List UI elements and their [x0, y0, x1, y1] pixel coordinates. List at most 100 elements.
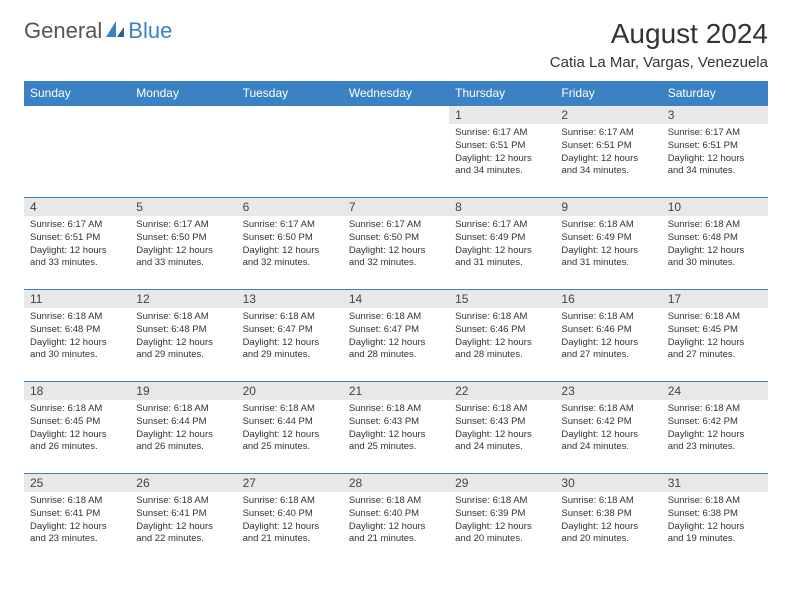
- day-info: Sunrise: 6:18 AMSunset: 6:48 PMDaylight:…: [24, 308, 130, 366]
- day-number: 22: [449, 382, 555, 400]
- calendar-week-row: 11Sunrise: 6:18 AMSunset: 6:48 PMDayligh…: [24, 290, 768, 382]
- day-info: Sunrise: 6:18 AMSunset: 6:42 PMDaylight:…: [662, 400, 768, 458]
- day-info: Sunrise: 6:18 AMSunset: 6:46 PMDaylight:…: [449, 308, 555, 366]
- day-info: Sunrise: 6:18 AMSunset: 6:41 PMDaylight:…: [24, 492, 130, 550]
- calendar-day-cell: 15Sunrise: 6:18 AMSunset: 6:46 PMDayligh…: [449, 290, 555, 382]
- day-number: 18: [24, 382, 130, 400]
- calendar-day-cell: 23Sunrise: 6:18 AMSunset: 6:42 PMDayligh…: [555, 382, 661, 474]
- day-info: Sunrise: 6:18 AMSunset: 6:40 PMDaylight:…: [343, 492, 449, 550]
- day-info: Sunrise: 6:18 AMSunset: 6:49 PMDaylight:…: [555, 216, 661, 274]
- day-number: 4: [24, 198, 130, 216]
- calendar-day-cell: 4Sunrise: 6:17 AMSunset: 6:51 PMDaylight…: [24, 198, 130, 290]
- calendar-day-cell: 7Sunrise: 6:17 AMSunset: 6:50 PMDaylight…: [343, 198, 449, 290]
- logo: General Blue: [24, 18, 172, 44]
- day-number: 16: [555, 290, 661, 308]
- logo-text-general: General: [24, 18, 102, 44]
- day-number: 31: [662, 474, 768, 492]
- calendar-week-row: 25Sunrise: 6:18 AMSunset: 6:41 PMDayligh…: [24, 474, 768, 566]
- day-number: 12: [130, 290, 236, 308]
- day-info: Sunrise: 6:17 AMSunset: 6:51 PMDaylight:…: [449, 124, 555, 182]
- day-number: 17: [662, 290, 768, 308]
- logo-text-blue: Blue: [128, 18, 172, 44]
- calendar-empty-cell: [130, 106, 236, 198]
- calendar-day-cell: 30Sunrise: 6:18 AMSunset: 6:38 PMDayligh…: [555, 474, 661, 566]
- day-info: Sunrise: 6:17 AMSunset: 6:50 PMDaylight:…: [343, 216, 449, 274]
- calendar-week-row: 18Sunrise: 6:18 AMSunset: 6:45 PMDayligh…: [24, 382, 768, 474]
- calendar-empty-cell: [24, 106, 130, 198]
- title-block: August 2024 Catia La Mar, Vargas, Venezu…: [550, 18, 768, 71]
- calendar-day-cell: 22Sunrise: 6:18 AMSunset: 6:43 PMDayligh…: [449, 382, 555, 474]
- day-info: Sunrise: 6:18 AMSunset: 6:45 PMDaylight:…: [662, 308, 768, 366]
- day-number: 24: [662, 382, 768, 400]
- calendar-day-cell: 5Sunrise: 6:17 AMSunset: 6:50 PMDaylight…: [130, 198, 236, 290]
- day-number: 28: [343, 474, 449, 492]
- day-number: 3: [662, 106, 768, 124]
- day-number: 10: [662, 198, 768, 216]
- day-info: Sunrise: 6:17 AMSunset: 6:51 PMDaylight:…: [555, 124, 661, 182]
- calendar-empty-cell: [343, 106, 449, 198]
- day-info: Sunrise: 6:17 AMSunset: 6:50 PMDaylight:…: [130, 216, 236, 274]
- calendar-day-cell: 3Sunrise: 6:17 AMSunset: 6:51 PMDaylight…: [662, 106, 768, 198]
- day-info: Sunrise: 6:18 AMSunset: 6:39 PMDaylight:…: [449, 492, 555, 550]
- day-info: Sunrise: 6:18 AMSunset: 6:47 PMDaylight:…: [343, 308, 449, 366]
- day-number: 20: [237, 382, 343, 400]
- day-number: 5: [130, 198, 236, 216]
- day-number: 8: [449, 198, 555, 216]
- day-info: Sunrise: 6:18 AMSunset: 6:48 PMDaylight:…: [130, 308, 236, 366]
- calendar-day-cell: 11Sunrise: 6:18 AMSunset: 6:48 PMDayligh…: [24, 290, 130, 382]
- weekday-header: Wednesday: [343, 81, 449, 106]
- calendar-day-cell: 21Sunrise: 6:18 AMSunset: 6:43 PMDayligh…: [343, 382, 449, 474]
- calendar-header-row: SundayMondayTuesdayWednesdayThursdayFrid…: [24, 81, 768, 106]
- calendar-empty-cell: [237, 106, 343, 198]
- day-info: Sunrise: 6:18 AMSunset: 6:41 PMDaylight:…: [130, 492, 236, 550]
- day-number: 15: [449, 290, 555, 308]
- weekday-header: Monday: [130, 81, 236, 106]
- sail-icon: [104, 19, 126, 44]
- day-info: Sunrise: 6:17 AMSunset: 6:51 PMDaylight:…: [662, 124, 768, 182]
- day-number: 14: [343, 290, 449, 308]
- day-info: Sunrise: 6:18 AMSunset: 6:42 PMDaylight:…: [555, 400, 661, 458]
- day-number: 27: [237, 474, 343, 492]
- calendar-day-cell: 27Sunrise: 6:18 AMSunset: 6:40 PMDayligh…: [237, 474, 343, 566]
- day-number: 21: [343, 382, 449, 400]
- day-number: 7: [343, 198, 449, 216]
- day-info: Sunrise: 6:18 AMSunset: 6:47 PMDaylight:…: [237, 308, 343, 366]
- calendar-week-row: 1Sunrise: 6:17 AMSunset: 6:51 PMDaylight…: [24, 106, 768, 198]
- day-number: 11: [24, 290, 130, 308]
- day-info: Sunrise: 6:17 AMSunset: 6:50 PMDaylight:…: [237, 216, 343, 274]
- calendar-week-row: 4Sunrise: 6:17 AMSunset: 6:51 PMDaylight…: [24, 198, 768, 290]
- day-number: 9: [555, 198, 661, 216]
- weekday-header: Thursday: [449, 81, 555, 106]
- calendar-day-cell: 10Sunrise: 6:18 AMSunset: 6:48 PMDayligh…: [662, 198, 768, 290]
- day-number: 25: [24, 474, 130, 492]
- calendar-day-cell: 31Sunrise: 6:18 AMSunset: 6:38 PMDayligh…: [662, 474, 768, 566]
- header: General Blue August 2024 Catia La Mar, V…: [24, 18, 768, 71]
- day-info: Sunrise: 6:18 AMSunset: 6:48 PMDaylight:…: [662, 216, 768, 274]
- calendar-day-cell: 16Sunrise: 6:18 AMSunset: 6:46 PMDayligh…: [555, 290, 661, 382]
- calendar-day-cell: 24Sunrise: 6:18 AMSunset: 6:42 PMDayligh…: [662, 382, 768, 474]
- day-info: Sunrise: 6:18 AMSunset: 6:40 PMDaylight:…: [237, 492, 343, 550]
- calendar-day-cell: 9Sunrise: 6:18 AMSunset: 6:49 PMDaylight…: [555, 198, 661, 290]
- day-number: 1: [449, 106, 555, 124]
- day-info: Sunrise: 6:18 AMSunset: 6:46 PMDaylight:…: [555, 308, 661, 366]
- calendar-day-cell: 19Sunrise: 6:18 AMSunset: 6:44 PMDayligh…: [130, 382, 236, 474]
- day-number: 13: [237, 290, 343, 308]
- calendar-day-cell: 8Sunrise: 6:17 AMSunset: 6:49 PMDaylight…: [449, 198, 555, 290]
- calendar-table: SundayMondayTuesdayWednesdayThursdayFrid…: [24, 81, 768, 566]
- calendar-day-cell: 18Sunrise: 6:18 AMSunset: 6:45 PMDayligh…: [24, 382, 130, 474]
- day-number: 19: [130, 382, 236, 400]
- day-number: 23: [555, 382, 661, 400]
- calendar-day-cell: 1Sunrise: 6:17 AMSunset: 6:51 PMDaylight…: [449, 106, 555, 198]
- location-label: Catia La Mar, Vargas, Venezuela: [550, 54, 768, 71]
- calendar-day-cell: 28Sunrise: 6:18 AMSunset: 6:40 PMDayligh…: [343, 474, 449, 566]
- day-info: Sunrise: 6:18 AMSunset: 6:44 PMDaylight:…: [130, 400, 236, 458]
- calendar-day-cell: 12Sunrise: 6:18 AMSunset: 6:48 PMDayligh…: [130, 290, 236, 382]
- calendar-day-cell: 6Sunrise: 6:17 AMSunset: 6:50 PMDaylight…: [237, 198, 343, 290]
- day-info: Sunrise: 6:17 AMSunset: 6:49 PMDaylight:…: [449, 216, 555, 274]
- page-title: August 2024: [550, 18, 768, 50]
- calendar-day-cell: 26Sunrise: 6:18 AMSunset: 6:41 PMDayligh…: [130, 474, 236, 566]
- weekday-header: Saturday: [662, 81, 768, 106]
- day-number: 2: [555, 106, 661, 124]
- weekday-header: Sunday: [24, 81, 130, 106]
- weekday-header: Friday: [555, 81, 661, 106]
